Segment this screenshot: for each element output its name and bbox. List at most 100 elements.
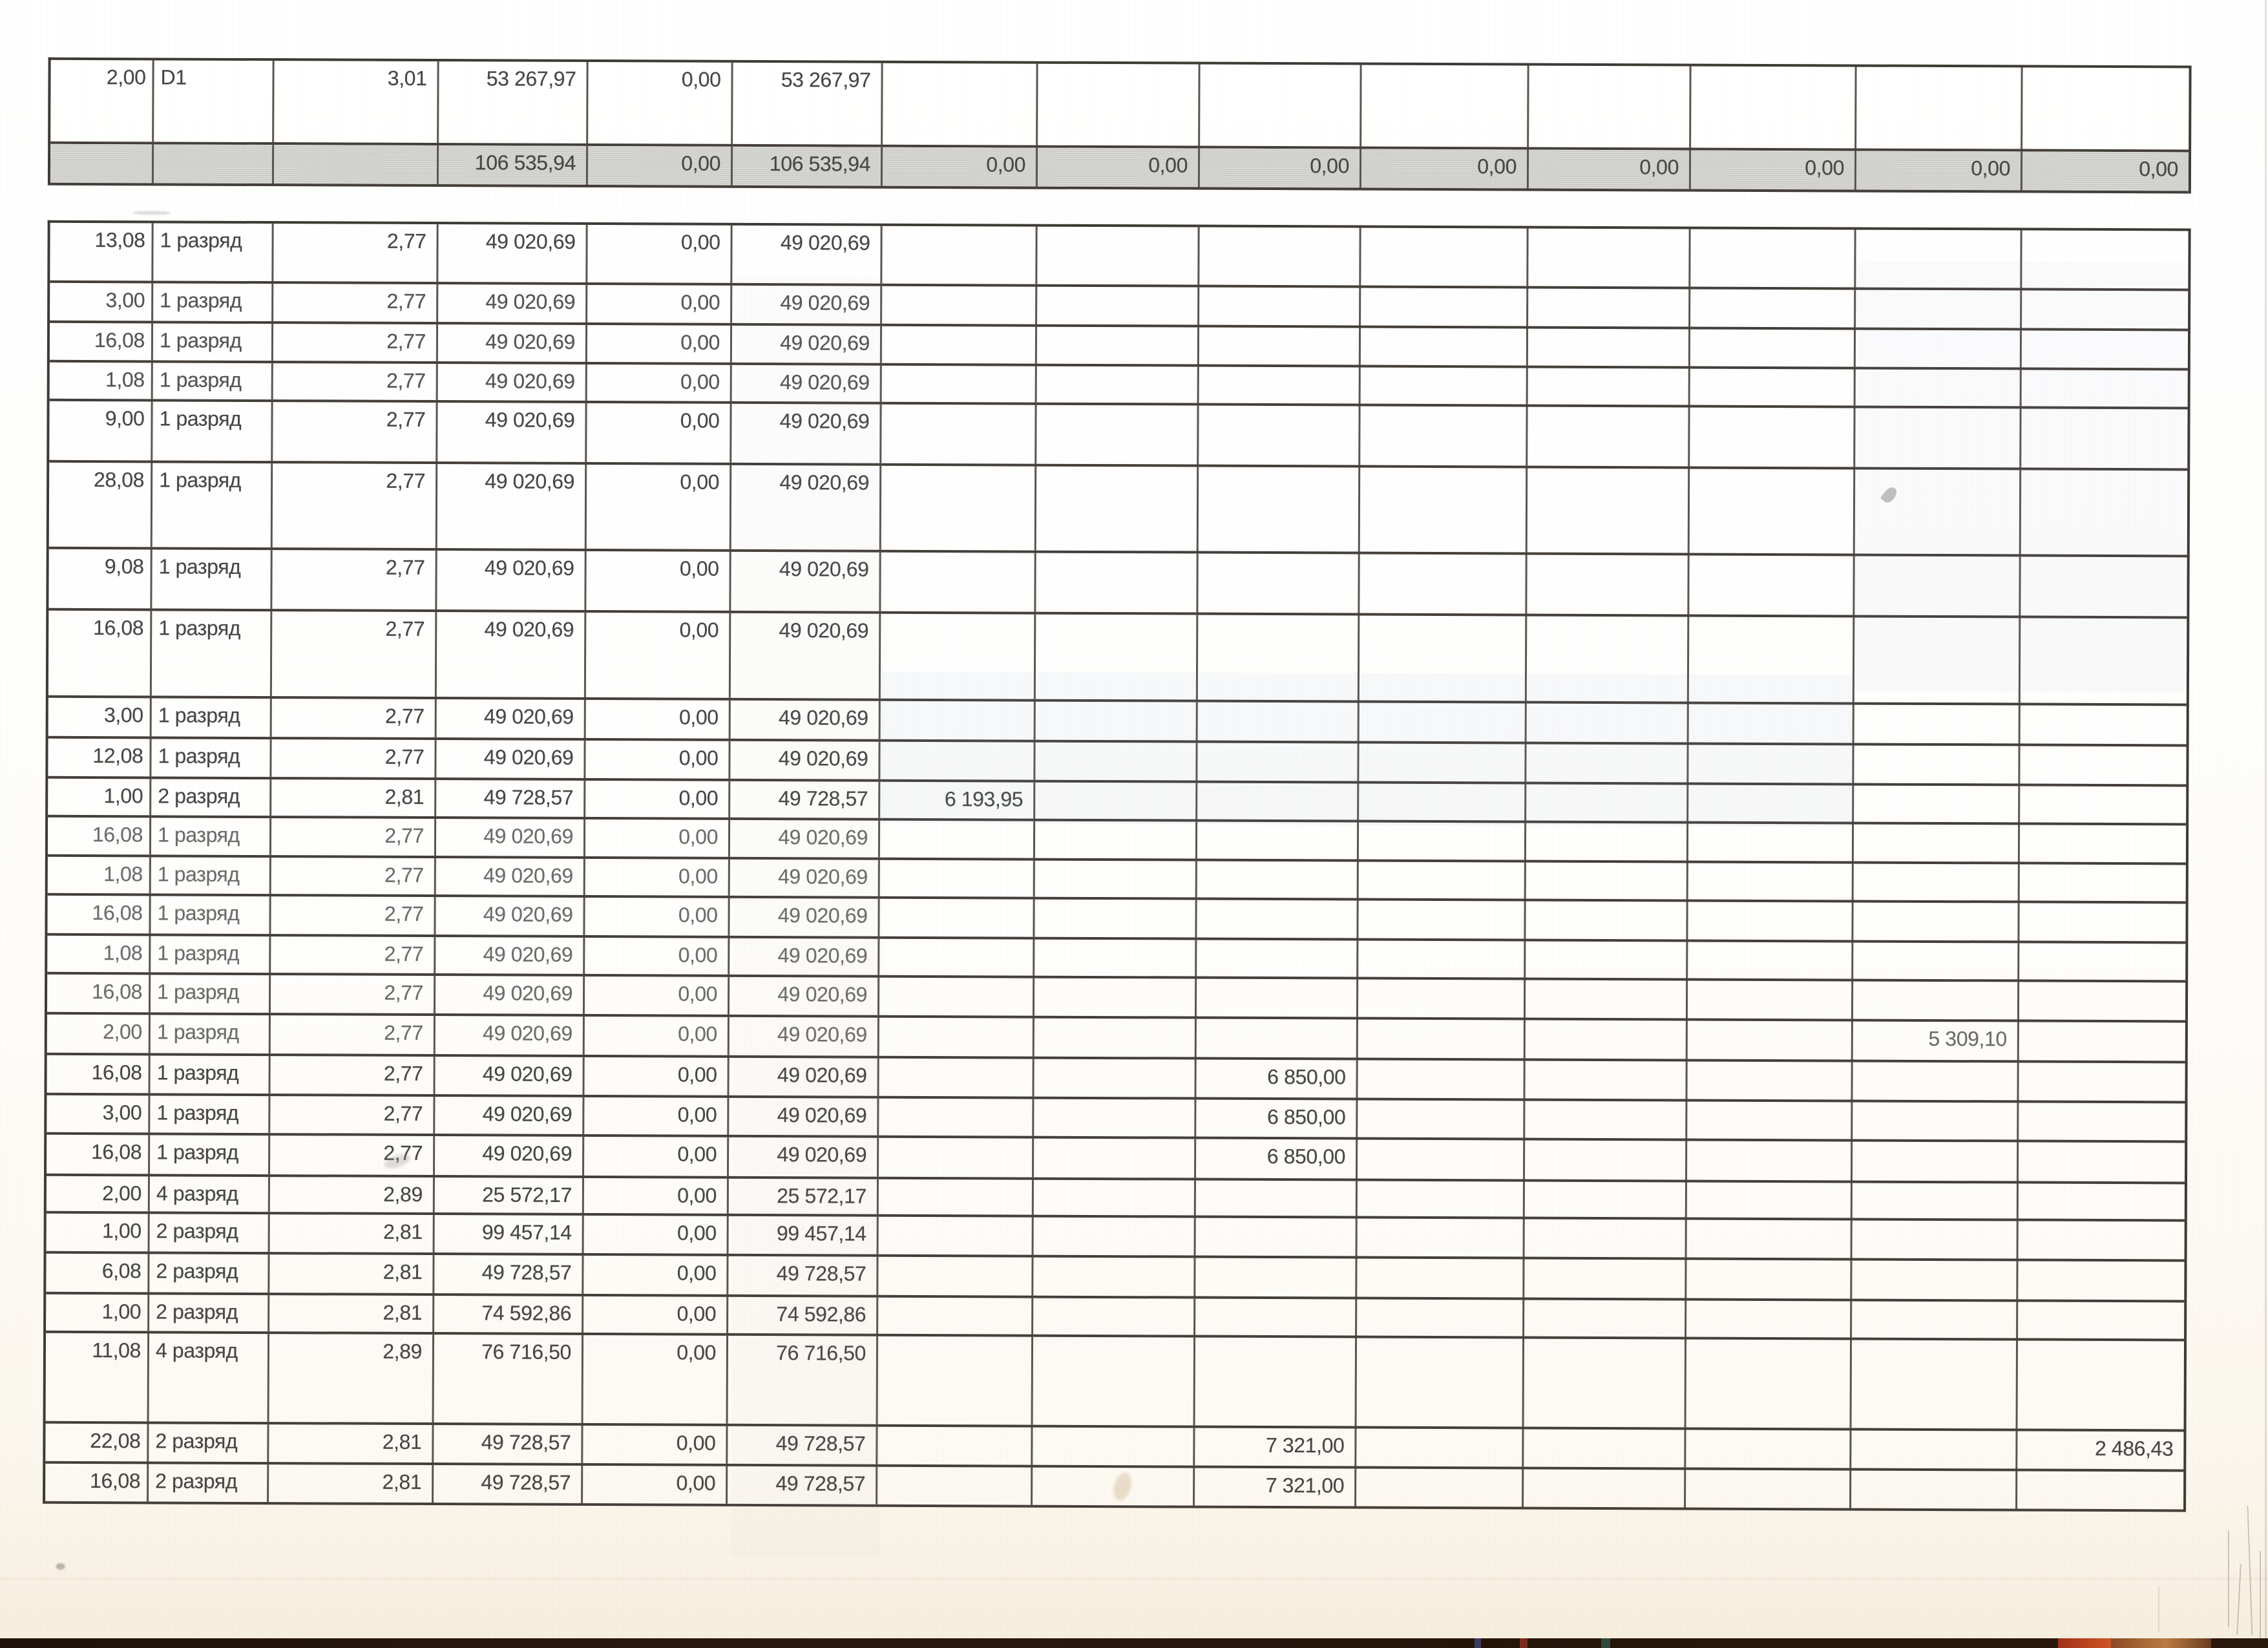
- table-cell: 1,00: [46, 1213, 150, 1252]
- table-cell: [1687, 980, 1854, 1019]
- table-cell: 2,77: [271, 699, 437, 738]
- table-cell: [1687, 1020, 1853, 1060]
- table-cell: 1 разряд: [152, 363, 273, 400]
- table-cell: [1526, 901, 1688, 940]
- table-cell: [1360, 367, 1528, 405]
- table-cell: [1035, 614, 1199, 700]
- table-cell: [1528, 368, 1690, 405]
- table-cell: [1197, 821, 1360, 860]
- table-cell: [1036, 466, 1199, 551]
- table-cell: 1 разряд: [152, 463, 273, 548]
- table-cell: 49 020,69: [731, 465, 882, 550]
- table-cell: [2020, 864, 2186, 901]
- table-cell: 9,00: [49, 401, 153, 461]
- table-cell: [2021, 470, 2187, 555]
- table-cell: 1 разряд: [151, 857, 271, 894]
- table-cell: 2,77: [271, 611, 437, 697]
- table-cell: 3,00: [50, 282, 154, 321]
- table-cell: [882, 226, 1038, 284]
- table-cell: 2,77: [271, 858, 436, 895]
- total-cell: 0,00: [1690, 150, 1857, 190]
- table-cell: 74 592,86: [728, 1296, 879, 1334]
- table-cell: 1 разряд: [153, 223, 274, 282]
- table-cell: [1357, 1299, 1525, 1336]
- table-cell: [1854, 785, 2021, 823]
- table-cell: 49 020,69: [436, 858, 585, 895]
- table-cell: [2022, 290, 2188, 328]
- table-cell: 2,77: [273, 284, 439, 322]
- table-cell: [2019, 903, 2185, 941]
- table-cell: [1036, 366, 1199, 403]
- table-cell: 2 разряд: [149, 1424, 269, 1463]
- table-cell: [1686, 1220, 1853, 1258]
- table-cell: 2,00: [50, 59, 154, 142]
- table-cell: 5 309,10: [1853, 1021, 2019, 1061]
- table-cell: [2022, 67, 2189, 149]
- table-cell: 49 020,69: [730, 898, 880, 936]
- table-cell: [1526, 823, 1689, 861]
- table-cell: 2,77: [271, 818, 437, 856]
- table-cell: [1033, 1467, 1195, 1506]
- table-cell: [879, 977, 1035, 1016]
- table-cell: [2019, 982, 2185, 1020]
- table-cell: [1853, 863, 2020, 901]
- table-cell: 76 716,50: [728, 1335, 879, 1424]
- table-cell: 1 разряд: [150, 1055, 271, 1094]
- table-cell: [1690, 289, 1856, 328]
- table-cell: 49 020,69: [435, 1097, 585, 1134]
- table-cell: 16,08: [47, 817, 152, 855]
- table-cell: [1853, 1062, 2019, 1101]
- table-cell: 49 020,69: [436, 937, 585, 974]
- table-cell: 2,77: [273, 224, 439, 282]
- table-cell: [2019, 1142, 2185, 1181]
- table-cell: 1 разряд: [151, 818, 272, 856]
- table-cell: [1358, 940, 1526, 978]
- table-cell: [1527, 555, 1690, 615]
- table-cell: 0,00: [584, 976, 730, 1015]
- table-row: 9,08 1 разряд 2,77 49 020,69 0,00 49 020,69: [48, 549, 2187, 619]
- table-cell: 2,77: [273, 402, 438, 462]
- table-cell: [1199, 366, 1361, 404]
- table-cell: 11,08: [45, 1333, 150, 1422]
- table-cell: 2,81: [269, 1254, 435, 1294]
- table-cell: 2,81: [269, 1295, 435, 1333]
- table-cell: [1199, 227, 1361, 286]
- table-cell: [1033, 1336, 1196, 1426]
- total-cell: 106 535,94: [438, 145, 589, 185]
- table-cell: [1359, 615, 1528, 701]
- table-cell: 0,00: [586, 551, 731, 611]
- table-cell: 0,00: [585, 937, 730, 975]
- table-cell: [879, 860, 1035, 897]
- table-cell: [1526, 784, 1689, 821]
- table-cell: 2,77: [271, 936, 436, 974]
- table-cell: [879, 1017, 1034, 1057]
- table-cell: [1034, 899, 1197, 938]
- table-cell: 49 020,69: [437, 464, 587, 549]
- table-cell: 49 020,69: [731, 325, 883, 363]
- table-cell: [1358, 979, 1526, 1018]
- table-cell: [882, 286, 1038, 324]
- table-cell: [1357, 1218, 1525, 1257]
- table-cell: [1526, 616, 1690, 702]
- table-cell: [1528, 407, 1690, 467]
- table-cell: 6,08: [46, 1253, 150, 1293]
- table-cell: 2,77: [270, 1015, 436, 1055]
- table-cell: 49 020,69: [731, 551, 881, 611]
- table-cell: [2020, 825, 2186, 862]
- scan-color-streak: [1475, 1638, 1481, 1648]
- table-cell: [1852, 1301, 2019, 1338]
- table-cell: [1854, 745, 2021, 784]
- table-cell: [1195, 1218, 1358, 1256]
- table-cell: [878, 1216, 1034, 1255]
- table-cell: 2,77: [271, 739, 437, 778]
- table-cell: 0,00: [585, 699, 731, 739]
- ink-smudge-artifact: [56, 1563, 65, 1570]
- table-cell: [1033, 1179, 1196, 1216]
- table-cell: 0,00: [585, 858, 730, 896]
- table-cell: 99 457,14: [728, 1216, 879, 1254]
- table-cell: 2,77: [271, 896, 436, 935]
- table-cell: [1035, 701, 1198, 741]
- table-cell: 16,08: [47, 974, 151, 1013]
- total-cell: 0,00: [587, 145, 733, 185]
